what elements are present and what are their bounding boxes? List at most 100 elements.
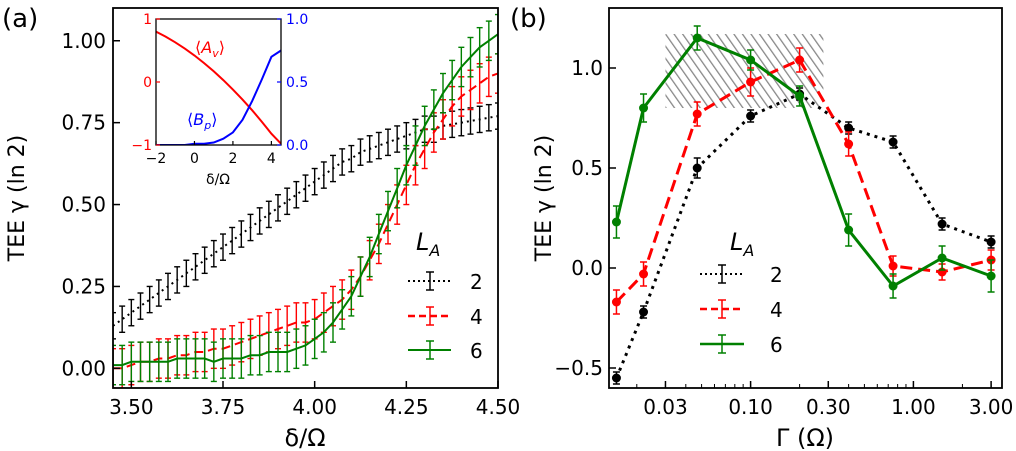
legend-a-entry-2: 2 [408,270,483,294]
inset-xtick-label: 4 [267,151,276,167]
legend-b-label-4: 4 [770,298,783,322]
panel-a-xticks: 3.50 3.75 4.00 4.25 4.50 [109,381,520,419]
inset-ticks: −2 0 2 4 −1 0 1 0.0 0.5 1.0 [131,12,308,167]
panel-a-plot [113,13,498,388]
panel-a-xlabel: δ/Ω [284,424,325,451]
inset-ytick-right-label: 0.5 [286,75,308,91]
panel-b-ylabel: TEE γ (ln 2) [532,135,557,262]
ytick-label-b: −0.5 [554,356,603,380]
point-b-6 [937,253,947,263]
point-b-6 [692,33,702,43]
xtick-label-b: 0.30 [806,395,851,419]
inset-label-bp: ⟨Bp⟩ [187,110,217,132]
ytick-label-a: 1.00 [61,29,106,53]
legend-b-title: LA [730,228,754,260]
ytick-label-b: 1.0 [571,56,603,80]
panel-b-frame [608,7,1003,389]
legend-a-label-6: 6 [470,339,483,363]
point-b-2 [746,111,756,121]
legend-b-entry-6: 6 [700,333,783,357]
inset-xtick-label: 2 [228,151,237,167]
point-b-4 [692,109,702,119]
panel-b-legend: LA 2 4 6 [700,228,783,357]
panel-a-legend: LA 2 4 6 [408,228,483,363]
xtick-label-a: 3.75 [201,395,246,419]
ytick-label-a: 0.25 [61,274,106,298]
legend-a-title: LA [416,228,440,260]
point-b-4 [795,55,805,65]
panel-b-xlabel: Γ (Ω) [776,424,834,451]
line-b-2 [615,92,992,379]
panel-a-yticks: 0.00 0.25 0.50 0.75 1.00 [61,29,120,380]
point-b-6 [611,217,621,227]
inset-ytick-right-label: 0.0 [286,138,308,154]
panel-a-label: (a) [2,4,38,34]
inset-plot [156,30,281,145]
xtick-label-b: 0.10 [728,395,773,419]
point-b-2 [937,219,947,229]
inset-ytick-right-label: 1.0 [286,12,308,28]
inset-ytick-left-label: 1 [143,12,152,28]
panel-b-label: (b) [510,4,547,34]
panel-b-xticks: 0.03 0.10 0.30 1.00 3.00 [636,381,1014,419]
point-b-4 [746,77,756,87]
line-b-4 [615,58,992,304]
inset-line-right [156,49,281,145]
inset-xlabel: δ/Ω [206,172,230,188]
panel-a-ylabel: TEE γ (ln 2) [5,135,30,262]
legend-b-label-6: 6 [770,333,783,357]
ytick-label-b: 0.0 [571,256,603,280]
xtick-label-a: 4.00 [292,395,337,419]
series-b-4 [611,47,996,315]
xtick-label-b: 3.00 [969,395,1014,419]
legend-a-label-4: 4 [470,305,483,329]
ytick-label-b: 0.5 [571,156,603,180]
point-b-2 [692,163,702,173]
point-b-4 [888,261,898,271]
point-b-6 [844,225,854,235]
point-b-6 [888,281,898,291]
xtick-label-b: 1.00 [891,395,936,419]
legend-b-entry-2: 2 [700,263,783,287]
panel-b: (b) 0.03 0.10 0.30 1.00 3.00 −0.5 0.0 0.5 1.0 Γ… [510,4,1013,451]
panel-b-plot [611,25,996,385]
legend-a-entry-4: 4 [408,305,483,329]
point-b-6 [986,271,996,281]
xtick-label-b: 0.03 [643,395,688,419]
inset-label-av: ⟨Av⟩ [195,38,225,60]
panel-b-yticks: −0.5 0.0 0.5 1.0 [554,56,616,380]
point-b-4 [611,297,621,307]
inset: −2 0 2 4 −1 0 1 0.0 0.5 1.0 δ/Ω ⟨Av⟩ ⟨Bp⟩ [131,12,308,188]
panel-a-frame [112,7,499,389]
point-b-2 [639,307,649,317]
legend-a-label-2: 2 [470,270,483,294]
point-b-4 [639,269,649,279]
xtick-label-a: 4.25 [384,395,429,419]
point-b-2 [986,237,996,247]
ytick-label-a: 0.75 [61,111,106,135]
xtick-label-a: 4.50 [476,395,521,419]
series-a-6 [113,13,498,386]
point-b-6 [795,91,805,101]
point-b-4 [844,139,854,149]
legend-a-entry-6: 6 [408,339,483,363]
point-b-2 [888,137,898,147]
legend-b-entry-4: 4 [700,298,783,322]
inset-xtick-label: 0 [190,151,199,167]
series-b-6 [611,25,996,299]
inset-xtick-label: −2 [146,151,167,167]
inset-ytick-left-label: 0 [143,75,152,91]
xtick-label-a: 3.50 [109,395,154,419]
legend-b-label-2: 2 [770,263,783,287]
point-b-6 [639,103,649,113]
ytick-label-a: 0.00 [61,356,106,380]
panel-a: (a) 3.50 3.75 4.00 4.25 4.50 0.000.250.500.7… [2,4,520,451]
point-b-2 [844,123,854,133]
series-b-2 [611,87,996,385]
ytick-label-a: 0.50 [61,193,106,217]
inset-line-left [156,30,281,145]
point-b-2 [611,373,621,383]
point-b-6 [746,55,756,65]
inset-ytick-left-label: −1 [131,138,152,154]
